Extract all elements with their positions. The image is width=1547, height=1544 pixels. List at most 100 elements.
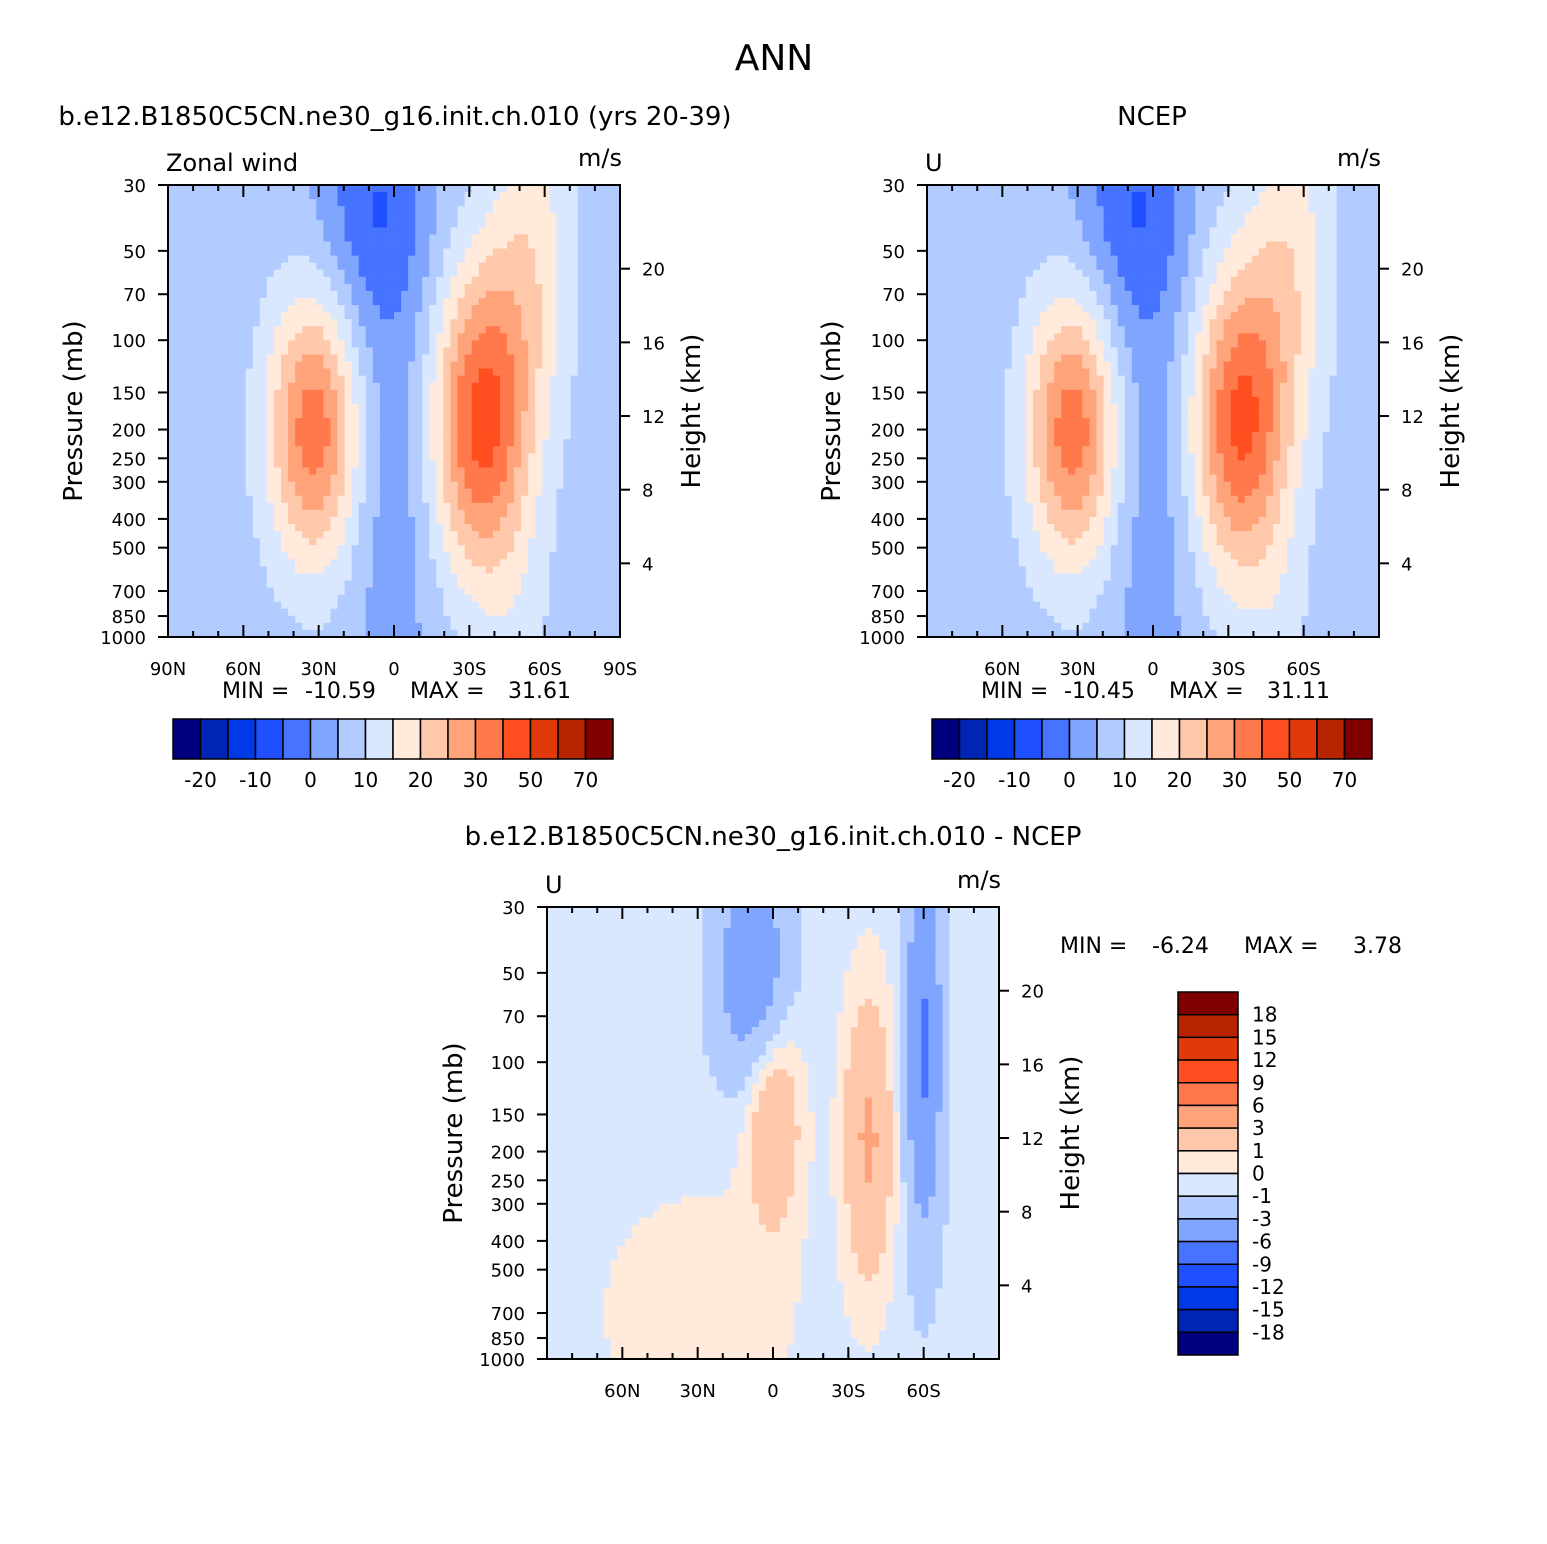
- heat-cell: [302, 629, 310, 638]
- heat-cell: [295, 319, 303, 327]
- heat-cell: [598, 587, 607, 596]
- heat-cell: [210, 439, 219, 447]
- heat-cell: [927, 241, 935, 250]
- heat-cell: [1103, 255, 1112, 264]
- heat-cell: [203, 319, 211, 327]
- heat-cell: [429, 566, 437, 575]
- heat-cell: [182, 227, 190, 236]
- heat-cell: [224, 594, 233, 603]
- heat-cell: [443, 255, 452, 264]
- heat-cell: [337, 601, 346, 610]
- heat-cell: [386, 629, 395, 638]
- heat-cell: [288, 241, 296, 250]
- heat-cell: [224, 495, 233, 504]
- heat-cell: [464, 354, 473, 363]
- heat-cell: [457, 516, 466, 525]
- heat-cell: [528, 333, 536, 341]
- heat-cell: [273, 326, 282, 334]
- heat-cell: [584, 594, 593, 603]
- heat-cell: [175, 206, 183, 214]
- heat-cell: [422, 361, 430, 370]
- heat-cell: [259, 389, 268, 398]
- heat-cell: [464, 269, 473, 278]
- heat-cell: [591, 474, 600, 483]
- heat-cell: [514, 241, 522, 250]
- heat-cell: [1089, 185, 1098, 193]
- heat-cell: [182, 340, 190, 349]
- heat-cell: [365, 361, 374, 370]
- heat-cell: [379, 347, 388, 356]
- heat-cell: [217, 531, 226, 539]
- heat-cell: [1266, 206, 1274, 214]
- heat-cell: [182, 559, 190, 567]
- heat-cell: [168, 622, 176, 631]
- heat-cell: [1181, 206, 1189, 214]
- heat-cell: [570, 354, 579, 363]
- heat-cell: [252, 502, 261, 511]
- heat-cell: [492, 326, 501, 334]
- heat-cell: [563, 269, 572, 278]
- heat-cell: [330, 213, 339, 221]
- heat-cell: [238, 460, 247, 469]
- heat-cell: [1025, 185, 1034, 193]
- heat-cell: [591, 262, 600, 271]
- heat-cell: [231, 516, 240, 525]
- heat-cell: [196, 389, 204, 398]
- heat-cell: [337, 495, 346, 504]
- heat-cell: [358, 269, 367, 278]
- heat-cell: [934, 241, 942, 250]
- heat-cell: [499, 509, 508, 518]
- heat-cell: [976, 220, 985, 228]
- heat-cell: [584, 326, 593, 334]
- heat-cell: [471, 206, 480, 214]
- heat-cell: [316, 403, 324, 412]
- heat-cell: [1357, 227, 1366, 236]
- heat-cell: [507, 439, 515, 447]
- heat-cell: [309, 481, 317, 490]
- heat-cell: [499, 361, 508, 370]
- heat-cell: [1237, 262, 1246, 271]
- heat-cell: [330, 276, 339, 285]
- heat-cell: [1011, 227, 1020, 236]
- heat-cell: [302, 340, 310, 349]
- heat-cell: [514, 566, 522, 575]
- heat-cell: [1138, 255, 1147, 264]
- heat-cell: [266, 439, 275, 447]
- heat-cell: [210, 481, 219, 490]
- heat-cell: [203, 227, 211, 236]
- heat-cell: [330, 425, 339, 433]
- heat-cell: [189, 488, 197, 497]
- heat-cell: [464, 481, 473, 490]
- heat-cell: [612, 552, 621, 560]
- heat-cell: [330, 566, 339, 575]
- heat-cell: [266, 389, 275, 398]
- heat-cell: [563, 368, 572, 377]
- heat-cell: [189, 538, 197, 546]
- heat-cell: [535, 439, 543, 447]
- heat-cell: [478, 206, 487, 214]
- heat-cell: [969, 206, 978, 214]
- heat-cell: [175, 580, 183, 589]
- heat-cell: [1294, 206, 1302, 214]
- heat-cell: [351, 425, 360, 433]
- heat-cell: [175, 361, 183, 370]
- heat-cell: [203, 516, 211, 525]
- heat-cell: [302, 425, 310, 433]
- heat-cell: [535, 354, 543, 363]
- heat-cell: [337, 418, 346, 426]
- heat-cell: [1357, 234, 1366, 243]
- heat-cell: [436, 474, 445, 483]
- heat-cell: [273, 206, 282, 214]
- heat-cell: [189, 326, 197, 334]
- heat-cell: [337, 382, 346, 391]
- heat-cell: [1329, 248, 1338, 257]
- heat-cell: [429, 192, 437, 200]
- heat-cell: [365, 241, 374, 250]
- heat-cell: [1174, 220, 1182, 228]
- heat-cell: [358, 298, 367, 306]
- heat-cell: [563, 615, 572, 624]
- heat-cell: [266, 361, 275, 370]
- heat-cell: [182, 199, 190, 207]
- heat-cell: [962, 269, 970, 278]
- heat-cell: [499, 326, 508, 334]
